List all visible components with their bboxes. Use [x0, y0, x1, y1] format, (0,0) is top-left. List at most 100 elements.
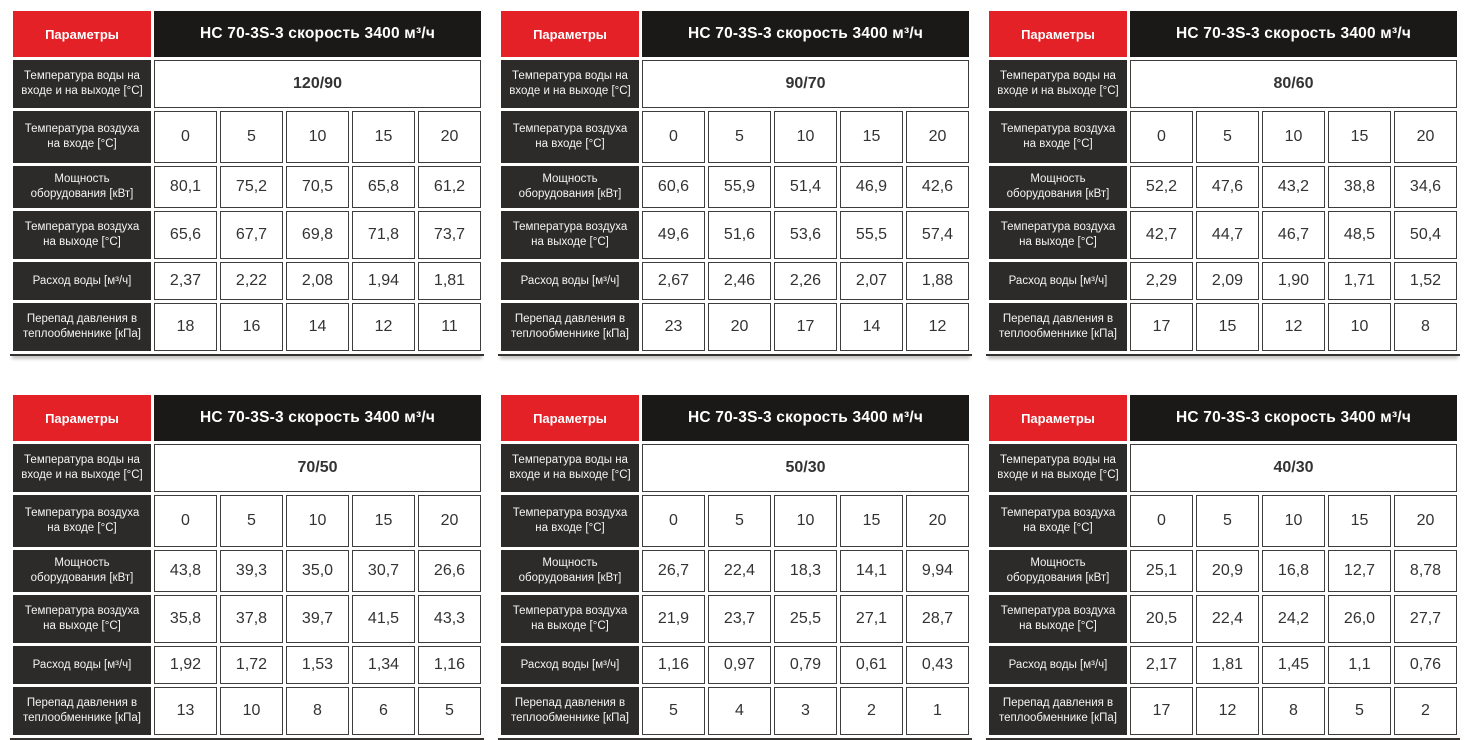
- pressure-drop-value: 1: [906, 687, 969, 735]
- water-temp-row: Температура воды на входе и на выходе [°…: [989, 60, 1457, 108]
- air-temp-out-value: 73,7: [418, 211, 481, 259]
- power-value: 35,0: [286, 550, 349, 592]
- air-temp-out-row: Температура воздуха на выходе [°C] 35,8 …: [13, 595, 481, 643]
- air-temp-out-value: 27,7: [1394, 595, 1457, 643]
- row-label-air-temp-in: Температура воздуха на входе [°C]: [13, 495, 151, 547]
- power-value: 51,4: [774, 166, 837, 208]
- pressure-drop-value: 15: [1196, 303, 1259, 351]
- water-flow-value: 1,34: [352, 646, 415, 684]
- air-temp-out-value: 55,5: [840, 211, 903, 259]
- pressure-drop-value: 23: [642, 303, 705, 351]
- air-temp-in-value: 10: [1262, 111, 1325, 163]
- pressure-drop-value: 4: [708, 687, 771, 735]
- air-temp-out-value: 41,5: [352, 595, 415, 643]
- row-label-power: Мощность оборудования [кВт]: [989, 550, 1127, 592]
- air-temp-in-row: Температура воздуха на входе [°C] 0 5 10…: [13, 111, 481, 163]
- spec-table: Параметры НС 70-3S-3 скорость 3400 м³/ч …: [986, 392, 1460, 740]
- air-temp-in-value: 0: [154, 111, 217, 163]
- air-temp-out-value: 71,8: [352, 211, 415, 259]
- table-title: НС 70-3S-3 скорость 3400 м³/ч: [1130, 395, 1457, 441]
- row-label-air-temp-in: Температура воздуха на входе [°C]: [501, 495, 639, 547]
- power-row: Мощность оборудования [кВт] 80,1 75,2 70…: [13, 166, 481, 208]
- pressure-drop-value: 13: [154, 687, 217, 735]
- air-temp-out-value: 23,7: [708, 595, 771, 643]
- tables-grid: Параметры НС 70-3S-3 скорость 3400 м³/ч …: [10, 8, 1460, 740]
- air-temp-out-value: 65,6: [154, 211, 217, 259]
- row-label-water-temp: Температура воды на входе и на выходе [°…: [501, 60, 639, 108]
- pressure-drop-value: 5: [418, 687, 481, 735]
- air-temp-in-value: 0: [642, 111, 705, 163]
- water-flow-value: 2,09: [1196, 262, 1259, 300]
- power-value: 26,6: [418, 550, 481, 592]
- table-title: НС 70-3S-3 скорость 3400 м³/ч: [154, 395, 481, 441]
- power-value: 46,9: [840, 166, 903, 208]
- row-label-power: Мощность оборудования [кВт]: [989, 166, 1127, 208]
- water-flow-value: 2,22: [220, 262, 283, 300]
- water-temp-row: Температура воды на входе и на выходе [°…: [13, 444, 481, 492]
- row-label-air-temp-in: Температура воздуха на входе [°C]: [13, 111, 151, 163]
- spec-table: Параметры НС 70-3S-3 скорость 3400 м³/ч …: [10, 8, 484, 356]
- air-temp-out-value: 27,1: [840, 595, 903, 643]
- air-temp-out-value: 46,7: [1262, 211, 1325, 259]
- row-label-air-temp-in: Температура воздуха на входе [°C]: [989, 495, 1127, 547]
- pressure-drop-row: Перепад давления в теплообменнике [кПа] …: [13, 303, 481, 351]
- water-flow-value: 1,90: [1262, 262, 1325, 300]
- row-label-water-temp: Температура воды на входе и на выходе [°…: [989, 444, 1127, 492]
- row-label-water-temp: Температура воды на входе и на выходе [°…: [501, 444, 639, 492]
- power-value: 14,1: [840, 550, 903, 592]
- water-flow-row: Расход воды [м³/ч] 1,92 1,72 1,53 1,34 1…: [13, 646, 481, 684]
- water-temp-value: 50/30: [642, 444, 969, 492]
- power-value: 12,7: [1328, 550, 1391, 592]
- air-temp-in-value: 5: [220, 495, 283, 547]
- table-header-row: Параметры НС 70-3S-3 скорость 3400 м³/ч: [501, 11, 969, 57]
- power-value: 39,3: [220, 550, 283, 592]
- table-header-row: Параметры НС 70-3S-3 скорость 3400 м³/ч: [989, 395, 1457, 441]
- water-flow-value: 1,16: [642, 646, 705, 684]
- power-value: 47,6: [1196, 166, 1259, 208]
- water-flow-value: 0,43: [906, 646, 969, 684]
- row-label-pressure-drop: Перепад давления в теплообменнике [кПа]: [989, 687, 1127, 735]
- power-value: 20,9: [1196, 550, 1259, 592]
- air-temp-in-value: 0: [1130, 495, 1193, 547]
- pressure-drop-value: 12: [1262, 303, 1325, 351]
- table-header-row: Параметры НС 70-3S-3 скорость 3400 м³/ч: [989, 11, 1457, 57]
- pressure-drop-value: 3: [774, 687, 837, 735]
- air-temp-in-value: 5: [708, 111, 771, 163]
- table-title: НС 70-3S-3 скорость 3400 м³/ч: [642, 11, 969, 57]
- water-flow-value: 1,81: [418, 262, 481, 300]
- pressure-drop-value: 12: [906, 303, 969, 351]
- pressure-drop-value: 2: [840, 687, 903, 735]
- power-value: 38,8: [1328, 166, 1391, 208]
- row-label-water-flow: Расход воды [м³/ч]: [501, 262, 639, 300]
- row-label-water-temp: Температура воды на входе и на выходе [°…: [989, 60, 1127, 108]
- row-label-pressure-drop: Перепад давления в теплообменнике [кПа]: [501, 303, 639, 351]
- water-flow-row: Расход воды [м³/ч] 2,17 1,81 1,45 1,1 0,…: [989, 646, 1457, 684]
- air-temp-out-value: 57,4: [906, 211, 969, 259]
- air-temp-out-row: Температура воздуха на выходе [°C] 65,6 …: [13, 211, 481, 259]
- table-header-row: Параметры НС 70-3S-3 скорость 3400 м³/ч: [501, 395, 969, 441]
- row-label-pressure-drop: Перепад давления в теплообменнике [кПа]: [501, 687, 639, 735]
- water-temp-row: Температура воды на входе и на выходе [°…: [501, 444, 969, 492]
- air-temp-in-row: Температура воздуха на входе [°C] 0 5 10…: [501, 111, 969, 163]
- air-temp-in-row: Температура воздуха на входе [°C] 0 5 10…: [13, 495, 481, 547]
- water-flow-value: 1,16: [418, 646, 481, 684]
- water-flow-value: 2,46: [708, 262, 771, 300]
- water-flow-row: Расход воды [м³/ч] 2,37 2,22 2,08 1,94 1…: [13, 262, 481, 300]
- page: Параметры НС 70-3S-3 скорость 3400 м³/ч …: [10, 11, 1460, 740]
- power-row: Мощность оборудования [кВт] 43,8 39,3 35…: [13, 550, 481, 592]
- spec-table: Параметры НС 70-3S-3 скорость 3400 м³/ч …: [498, 392, 972, 740]
- water-flow-value: 1,81: [1196, 646, 1259, 684]
- pressure-drop-value: 10: [220, 687, 283, 735]
- power-value: 55,9: [708, 166, 771, 208]
- water-flow-value: 1,72: [220, 646, 283, 684]
- row-label-air-temp-out: Температура воздуха на выходе [°C]: [989, 595, 1127, 643]
- pressure-drop-value: 12: [352, 303, 415, 351]
- spec-table: Параметры НС 70-3S-3 скорость 3400 м³/ч …: [498, 8, 972, 356]
- pressure-drop-row: Перепад давления в теплообменнике [кПа] …: [13, 687, 481, 735]
- air-temp-out-value: 67,7: [220, 211, 283, 259]
- air-temp-in-value: 0: [1130, 111, 1193, 163]
- row-label-power: Мощность оборудования [кВт]: [501, 166, 639, 208]
- air-temp-out-value: 43,3: [418, 595, 481, 643]
- water-flow-value: 0,79: [774, 646, 837, 684]
- air-temp-out-value: 39,7: [286, 595, 349, 643]
